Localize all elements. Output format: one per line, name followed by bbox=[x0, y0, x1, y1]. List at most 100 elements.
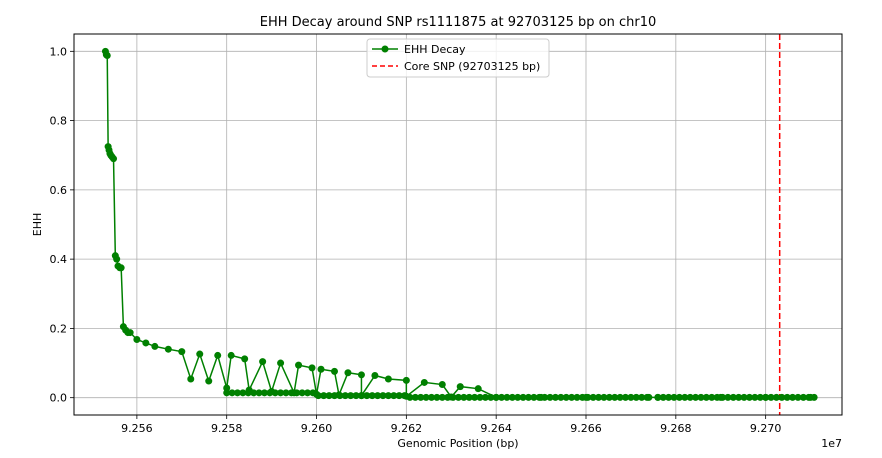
data-point bbox=[643, 393, 651, 401]
data-point bbox=[756, 393, 764, 401]
data-point bbox=[330, 392, 338, 400]
data-point bbox=[595, 393, 603, 401]
data-point bbox=[772, 393, 780, 401]
data-point bbox=[390, 392, 398, 400]
data-point bbox=[702, 393, 710, 401]
data-point bbox=[308, 364, 316, 372]
data-point bbox=[309, 389, 317, 397]
data-point bbox=[471, 393, 479, 401]
data-point bbox=[487, 393, 495, 401]
data-point bbox=[287, 389, 295, 397]
data-point bbox=[568, 393, 576, 401]
legend-box bbox=[366, 38, 550, 78]
data-point bbox=[295, 361, 303, 369]
data-point bbox=[498, 393, 506, 401]
data-point bbox=[420, 378, 428, 386]
data-point bbox=[584, 393, 592, 401]
data-point bbox=[686, 393, 694, 401]
data-point bbox=[205, 377, 213, 385]
data-point bbox=[357, 371, 365, 379]
data-point bbox=[374, 392, 382, 400]
y-tick-label: 0.0 bbox=[50, 392, 68, 405]
data-point bbox=[713, 393, 721, 401]
data-point bbox=[589, 393, 597, 401]
data-point bbox=[151, 342, 159, 350]
data-point bbox=[681, 393, 689, 401]
data-point bbox=[514, 393, 522, 401]
data-point bbox=[438, 393, 446, 401]
data-point bbox=[164, 345, 172, 353]
data-point bbox=[778, 393, 786, 401]
data-point bbox=[492, 393, 500, 401]
data-point bbox=[103, 51, 111, 59]
data-point bbox=[719, 393, 727, 401]
data-point bbox=[729, 393, 737, 401]
data-point bbox=[751, 393, 759, 401]
data-point bbox=[627, 393, 635, 401]
data-point bbox=[600, 393, 608, 401]
x-axis-ticks: 9.256 9.258 9.260 9.262 9.264 9.266 9.268 9.270 bbox=[121, 415, 781, 435]
data-point bbox=[456, 383, 464, 391]
data-point bbox=[573, 393, 581, 401]
data-point bbox=[401, 392, 409, 400]
data-point bbox=[465, 393, 473, 401]
data-point bbox=[611, 393, 619, 401]
data-point bbox=[740, 393, 748, 401]
data-point bbox=[384, 392, 392, 400]
data-point bbox=[449, 393, 457, 401]
data-point bbox=[142, 339, 150, 347]
data-point bbox=[260, 389, 268, 397]
data-point bbox=[519, 393, 527, 401]
x-tick-label: 9.260 bbox=[301, 422, 333, 435]
data-point bbox=[344, 369, 352, 377]
data-point bbox=[794, 393, 802, 401]
y-tick-label: 0.4 bbox=[50, 253, 68, 266]
y-tick-label: 0.2 bbox=[50, 322, 68, 335]
data-point bbox=[259, 358, 267, 366]
series-line bbox=[104, 51, 811, 399]
data-point bbox=[578, 393, 586, 401]
data-point bbox=[282, 389, 290, 397]
data-point bbox=[551, 393, 559, 401]
data-point bbox=[805, 393, 813, 401]
data-point bbox=[368, 392, 376, 400]
y-tick-label: 1.0 bbox=[50, 45, 68, 58]
data-point bbox=[223, 384, 231, 392]
data-point bbox=[562, 393, 570, 401]
data-point bbox=[422, 393, 430, 401]
data-point bbox=[433, 393, 441, 401]
data-point bbox=[402, 376, 410, 384]
data-point bbox=[622, 393, 630, 401]
data-point bbox=[406, 393, 414, 401]
data-point bbox=[325, 392, 333, 400]
data-point bbox=[196, 350, 204, 358]
x-axis-label: Genomic Position (bp) bbox=[397, 437, 518, 450]
data-point bbox=[481, 393, 489, 401]
data-point bbox=[438, 381, 446, 389]
x-axis-offset-label: 1e7 bbox=[821, 437, 842, 450]
data-point bbox=[476, 393, 484, 401]
data-point bbox=[783, 393, 791, 401]
data-series-layer bbox=[101, 47, 818, 401]
plot-area-frame bbox=[73, 33, 843, 416]
legend-label-core-snp: Core SNP (92703125 bp) bbox=[404, 60, 540, 73]
data-point bbox=[250, 389, 258, 397]
data-point bbox=[110, 155, 118, 163]
x-tick-label: 9.270 bbox=[750, 422, 782, 435]
data-point bbox=[239, 389, 247, 397]
x-tick-label: 9.256 bbox=[121, 422, 153, 435]
data-point bbox=[126, 329, 134, 337]
data-point bbox=[508, 393, 516, 401]
data-point bbox=[665, 393, 673, 401]
data-point bbox=[271, 389, 279, 397]
data-point bbox=[233, 389, 241, 397]
data-point bbox=[255, 389, 263, 397]
data-point bbox=[384, 375, 392, 383]
data-point bbox=[336, 392, 344, 400]
data-point bbox=[535, 393, 543, 401]
x-tick-label: 9.262 bbox=[391, 422, 423, 435]
y-tick-label: 0.8 bbox=[50, 115, 68, 128]
data-point bbox=[541, 393, 549, 401]
data-point bbox=[395, 392, 403, 400]
